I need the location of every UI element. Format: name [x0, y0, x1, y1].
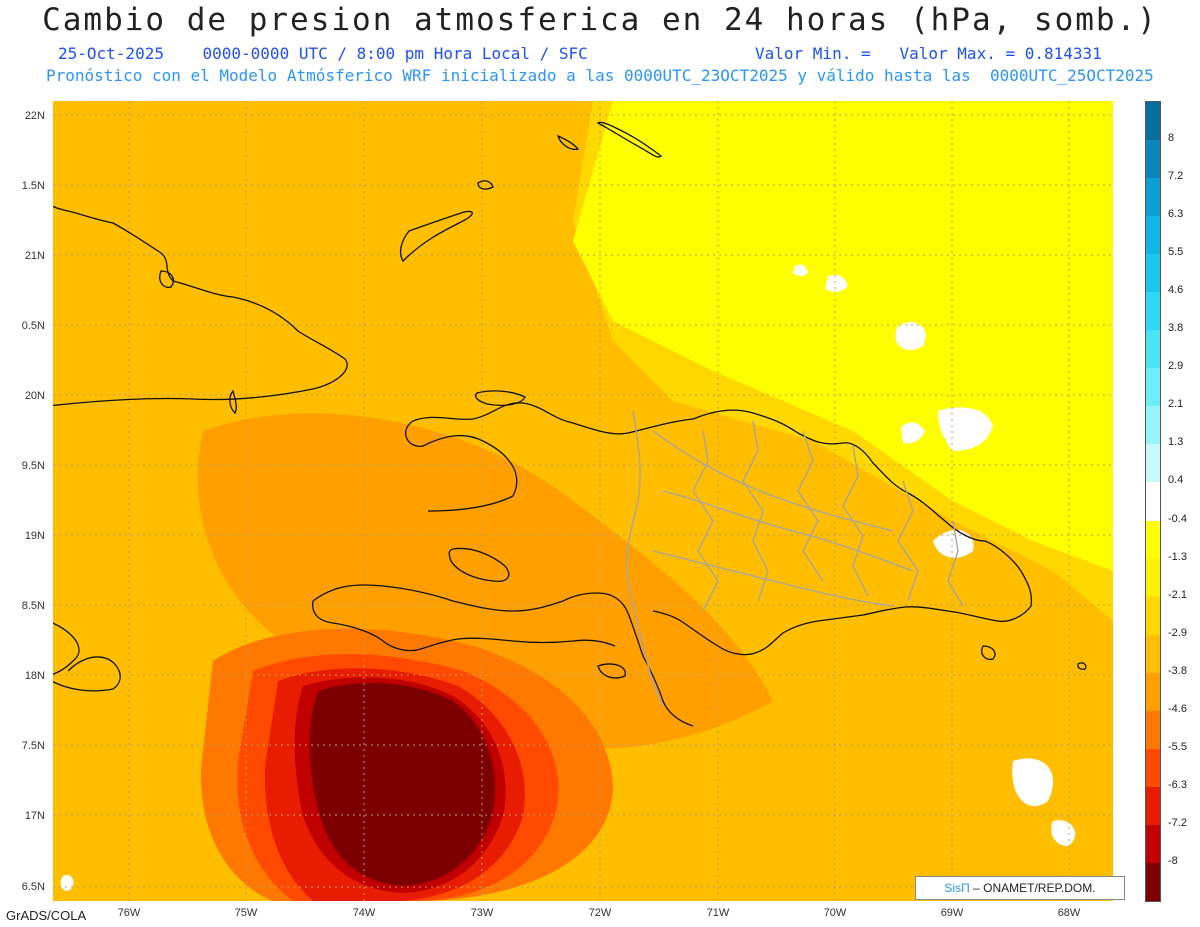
colorbar-segment — [1146, 520, 1160, 559]
lon-label: 74W — [352, 907, 376, 919]
colorbar-segment — [1146, 368, 1160, 407]
coastlines — [53, 121, 1087, 727]
max-value-label: Valor Max. = 0.814331 — [899, 44, 1102, 63]
forecast-description: Pronóstico con el Modelo Atmósferico WRF… — [46, 66, 1154, 85]
lat-label: 17N — [24, 810, 45, 822]
brand-text: – ONAMET/REP.DOM. — [969, 881, 1096, 895]
field-white-patch-east-coast — [933, 530, 974, 558]
colorbar-segment — [1146, 634, 1160, 673]
colorbar-label: 2.1 — [1168, 398, 1184, 411]
valid-time-line: 25-Oct-2025 0000-0000 UTC / 8:00 pm Hora… — [58, 44, 1102, 63]
field-low-core — [309, 682, 496, 886]
lat-label: 0.5N — [21, 320, 45, 332]
colorbar-segment — [1146, 254, 1160, 293]
province-lines — [625, 410, 964, 707]
colorbar-segment — [1146, 748, 1160, 787]
colorbar-label: -2.1 — [1168, 588, 1187, 601]
field-white-patch-sw — [60, 874, 74, 891]
field-white-patch-far-ne — [944, 408, 993, 451]
field-white-patch-small2 — [825, 274, 848, 292]
lon-label: 70W — [823, 907, 847, 919]
colorbar-segment — [1146, 786, 1160, 825]
colorbar-segment — [1146, 406, 1160, 445]
colorbar-label: -5.5 — [1168, 740, 1187, 753]
colorbar — [1145, 101, 1161, 902]
field-white-patch-small1 — [793, 264, 808, 276]
colorbar-segment — [1146, 330, 1160, 369]
lon-label: 69W — [940, 907, 964, 919]
colorbar-label: 5.5 — [1168, 246, 1184, 259]
colorbar-segment — [1146, 710, 1160, 749]
field-yellow-northeast — [573, 101, 1113, 571]
colorbar-label: -4.6 — [1168, 702, 1187, 715]
colorbar-label: -8 — [1168, 854, 1178, 867]
colorbar-label: -0.4 — [1168, 512, 1187, 525]
sispi-mark: SisΠ — [944, 881, 970, 895]
colorbar-label: 0.4 — [1168, 474, 1184, 487]
colorbar-segment — [1146, 862, 1160, 901]
colorbar-label: 6.3 — [1168, 208, 1184, 221]
lat-label: 20N — [24, 390, 45, 402]
colorbar-label: 7.2 — [1168, 170, 1184, 183]
lat-label: 6.5N — [21, 881, 45, 893]
min-value-label: Valor Min. = — [755, 44, 871, 63]
graticule — [53, 101, 1113, 901]
lat-label: 1.5N — [21, 180, 45, 192]
field-white-patch-1 — [895, 322, 926, 350]
date-label: 25-Oct-2025 — [58, 44, 164, 63]
lat-label: 7.5N — [21, 740, 45, 752]
lon-label: 68W — [1057, 907, 1081, 919]
colorbar-label: -6.3 — [1168, 778, 1187, 791]
colorbar-label: 8 — [1168, 132, 1175, 145]
lon-label: 75W — [234, 907, 258, 919]
grads-credit: GrADS/COLA — [6, 908, 87, 923]
lat-label: 19N — [24, 530, 45, 542]
colorbar-label: -7.2 — [1168, 816, 1187, 829]
colorbar-segment — [1146, 178, 1160, 217]
colorbar-segment — [1146, 672, 1160, 711]
lat-label: 21N — [24, 250, 45, 262]
colorbar-segment — [1146, 482, 1160, 521]
lon-label: 71W — [706, 907, 730, 919]
lon-label: 76W — [117, 907, 141, 919]
time-range-label: 0000-0000 UTC / 8:00 pm Hora Local / SFC — [202, 44, 588, 63]
colorbar-label: 3.8 — [1168, 322, 1184, 335]
colorbar-label: -1.3 — [1168, 550, 1187, 563]
lon-label: 72W — [588, 907, 612, 919]
field-white-patch-se-edge — [1012, 758, 1054, 807]
colorbar-segment — [1146, 596, 1160, 635]
colorbar-segment — [1146, 216, 1160, 255]
colorbar-segment — [1146, 102, 1160, 141]
colorbar-segment — [1146, 292, 1160, 331]
lon-label: 73W — [470, 907, 494, 919]
lat-label: 8.5N — [21, 600, 45, 612]
map-title: Cambio de presion atmosferica en 24 hora… — [42, 2, 1158, 38]
field-white-patch-ne9 — [901, 422, 925, 444]
colorbar-label: 1.3 — [1168, 436, 1184, 449]
colorbar-label: -2.9 — [1168, 626, 1187, 639]
lat-label: 18N — [24, 670, 45, 682]
colorbar-label: 4.6 — [1168, 284, 1184, 297]
colorbar-segment — [1146, 140, 1160, 179]
lat-label: 9.5N — [21, 460, 45, 472]
colorbar-segment — [1146, 444, 1160, 483]
colorbar-segment — [1146, 558, 1160, 597]
onamet-logo: SisΠ – ONAMET/REP.DOM. — [915, 876, 1125, 900]
colorbar-segment — [1146, 824, 1160, 863]
colorbar-label: -3.8 — [1168, 664, 1187, 677]
lat-label: 22N — [24, 110, 45, 122]
colorbar-label: 2.9 — [1168, 360, 1184, 373]
pressure-change-map — [53, 101, 1113, 901]
